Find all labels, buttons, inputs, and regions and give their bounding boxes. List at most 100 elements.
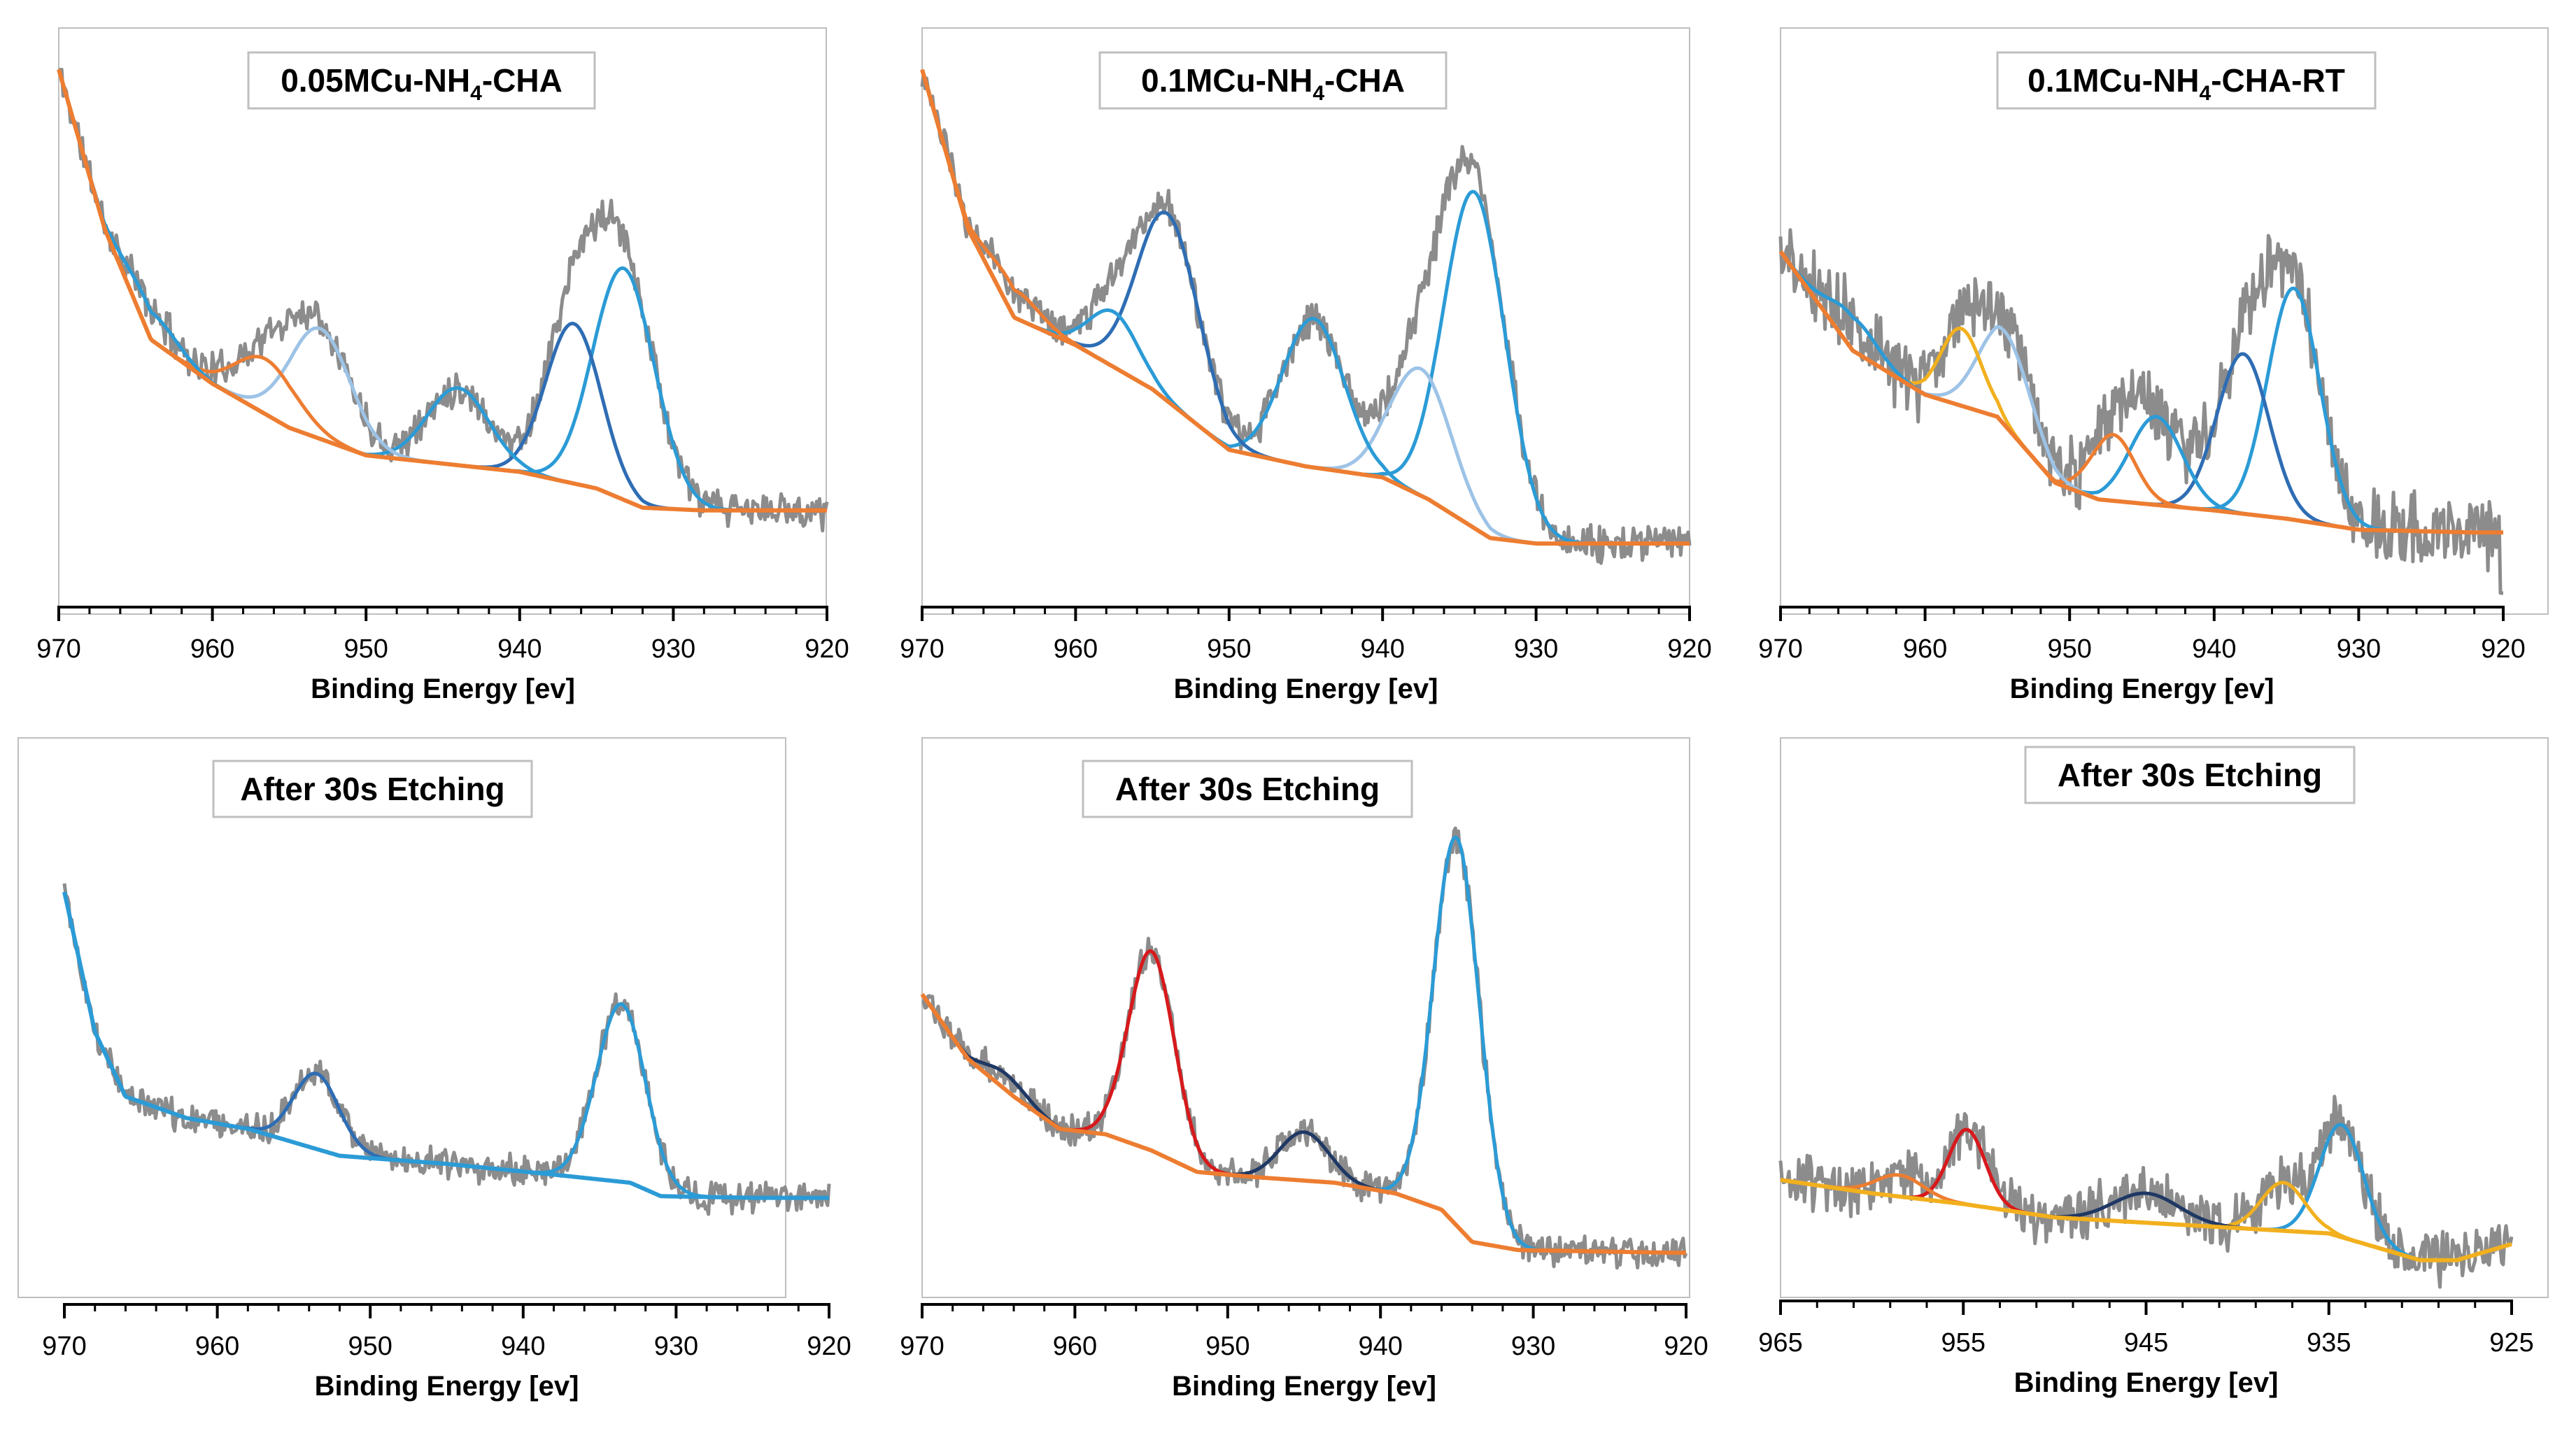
fit-peak-3 bbox=[1203, 316, 1425, 499]
tick-label: 925 bbox=[2489, 1328, 2533, 1358]
fit-peak-4 bbox=[2034, 432, 2191, 510]
fit-background bbox=[57, 69, 827, 513]
panel-title: After 30s Etching bbox=[1115, 771, 1380, 807]
x-axis-title: Binding Energy [ev] bbox=[1172, 1371, 1436, 1402]
fit-peak-1 bbox=[1374, 835, 1540, 1252]
panel-title: After 30s Etching bbox=[2058, 757, 2322, 793]
tick-label: 930 bbox=[651, 634, 695, 664]
panel-title: 0.1MCu-NH4-CHA-RT bbox=[2027, 62, 2345, 105]
panel-bottom-right: 965 955 945 935 925 Binding Energy [ev] After … bbox=[1758, 737, 2549, 1398]
fit-background bbox=[920, 69, 1690, 546]
plot-frame bbox=[17, 737, 786, 1298]
tick-label: 940 bbox=[497, 634, 542, 664]
raw-spectrum bbox=[57, 67, 829, 533]
plot-frame bbox=[58, 27, 827, 615]
plot-frame bbox=[921, 737, 1690, 1298]
title-box bbox=[247, 51, 596, 110]
fit-background bbox=[62, 891, 829, 1200]
tick-label: 950 bbox=[348, 1332, 392, 1361]
raw-spectrum bbox=[921, 826, 1688, 1270]
x-axis-title: Binding Energy [ev] bbox=[1174, 674, 1438, 704]
tick-label: 950 bbox=[1207, 634, 1251, 664]
fit-peak-4 bbox=[1901, 1127, 2033, 1216]
fit-peak-3 bbox=[348, 386, 569, 484]
fit-peak-1 bbox=[1364, 190, 1585, 545]
title-box bbox=[1082, 760, 1413, 818]
fit-peak-6 bbox=[1888, 326, 2035, 460]
fit-peak-2 bbox=[1311, 366, 1531, 545]
raw-spectrum bbox=[62, 883, 831, 1216]
panel-bottom-middle: 970 960 950 940 930 920 Binding Energy [ev] Aft… bbox=[900, 737, 1708, 1402]
tick-label: 960 bbox=[1053, 1332, 1097, 1361]
fit-peak-4 bbox=[208, 326, 430, 464]
tick-label: 930 bbox=[1511, 1332, 1555, 1361]
plot-frame bbox=[921, 27, 1690, 615]
fit-background bbox=[1780, 1178, 2512, 1262]
tick-label: 940 bbox=[2192, 634, 2236, 664]
panel-top-right: 970 960 950 940 930 920 Binding Energy [ev] 0.1… bbox=[1758, 27, 2549, 704]
tick-label: 920 bbox=[1664, 1332, 1708, 1361]
plot-frame bbox=[1780, 27, 2549, 615]
tick-label: 920 bbox=[1667, 634, 1711, 664]
tick-label: 920 bbox=[807, 1332, 851, 1361]
tick-label: 935 bbox=[2307, 1328, 2351, 1358]
tick-label: 940 bbox=[1360, 634, 1404, 664]
title-box bbox=[212, 760, 533, 818]
tick-label: 955 bbox=[1941, 1328, 1986, 1358]
tick-label: 960 bbox=[1903, 634, 1947, 664]
tick-label: 930 bbox=[654, 1332, 698, 1361]
panel-title: After 30s Etching bbox=[240, 771, 504, 807]
fit-peak-4 bbox=[1057, 211, 1278, 462]
panel-top-middle: 970 960 950 940 930 920 Binding Energy [ev] 0.1… bbox=[900, 27, 1712, 704]
tick-label: 970 bbox=[1758, 634, 1802, 664]
panel-top-left: 970 960 950 940 930 920 Binding Energy [ev] 0.0… bbox=[36, 27, 849, 704]
tick-label: 970 bbox=[36, 634, 80, 664]
fit-peak-4 bbox=[933, 1011, 1077, 1133]
panel-bottom-left: 970 960 950 940 930 920 Binding Energy [ev] Aft… bbox=[17, 737, 851, 1402]
fit-peak-2 bbox=[234, 1072, 399, 1162]
fit-peak-1 bbox=[2263, 1123, 2421, 1262]
x-axis-title: Binding Energy [ev] bbox=[315, 1371, 579, 1402]
fit-peak-3 bbox=[1068, 949, 1234, 1177]
fit-peak-2 bbox=[2205, 1181, 2362, 1245]
fit-peak-5 bbox=[1910, 325, 2098, 501]
fit-background bbox=[920, 992, 1686, 1255]
fit-peak-1 bbox=[2200, 286, 2387, 532]
tick-label: 920 bbox=[805, 634, 849, 664]
tick-label: 960 bbox=[190, 634, 234, 664]
tick-label: 945 bbox=[2124, 1328, 2168, 1358]
tick-label: 950 bbox=[344, 634, 388, 664]
raw-spectrum bbox=[920, 71, 1692, 565]
tick-label: 960 bbox=[195, 1332, 239, 1361]
fit-peak-1 bbox=[514, 266, 735, 512]
tick-label: 970 bbox=[42, 1332, 86, 1361]
panel-title: 0.05MCu-NH4-CHA bbox=[281, 62, 562, 105]
tick-label: 970 bbox=[900, 1332, 944, 1361]
panel-title: 0.1MCu-NH4-CHA bbox=[1141, 62, 1405, 105]
tick-label: 950 bbox=[1205, 1332, 1250, 1361]
fit-peak-1 bbox=[533, 1002, 709, 1199]
tick-label: 970 bbox=[900, 634, 944, 664]
fit-peak-5 bbox=[1026, 308, 1203, 429]
title-box bbox=[1996, 51, 2377, 110]
x-axis-title: Binding Energy [ev] bbox=[311, 674, 575, 704]
tick-label: 960 bbox=[1054, 634, 1098, 664]
tick-label: 920 bbox=[2481, 634, 2525, 664]
title-box bbox=[1098, 51, 1448, 110]
fit-peak-2 bbox=[2150, 352, 2337, 528]
fit-peak-2 bbox=[1217, 1130, 1392, 1195]
plot-frame bbox=[1780, 737, 2549, 1298]
fit-peak-2 bbox=[475, 321, 672, 511]
tick-label: 940 bbox=[1358, 1332, 1402, 1361]
tick-label: 930 bbox=[2337, 634, 2381, 664]
fit-peak-3 bbox=[2063, 415, 2249, 516]
raw-spectrum bbox=[1778, 228, 2504, 595]
x-axis-title: Binding Energy [ev] bbox=[2010, 674, 2274, 704]
fit-background bbox=[1778, 250, 2503, 535]
tick-label: 940 bbox=[501, 1332, 545, 1361]
title-box bbox=[2024, 746, 2356, 804]
x-axis-title: Binding Energy [ev] bbox=[2014, 1367, 2279, 1398]
tick-label: 950 bbox=[2047, 634, 2091, 664]
tick-label: 930 bbox=[1514, 634, 1558, 664]
